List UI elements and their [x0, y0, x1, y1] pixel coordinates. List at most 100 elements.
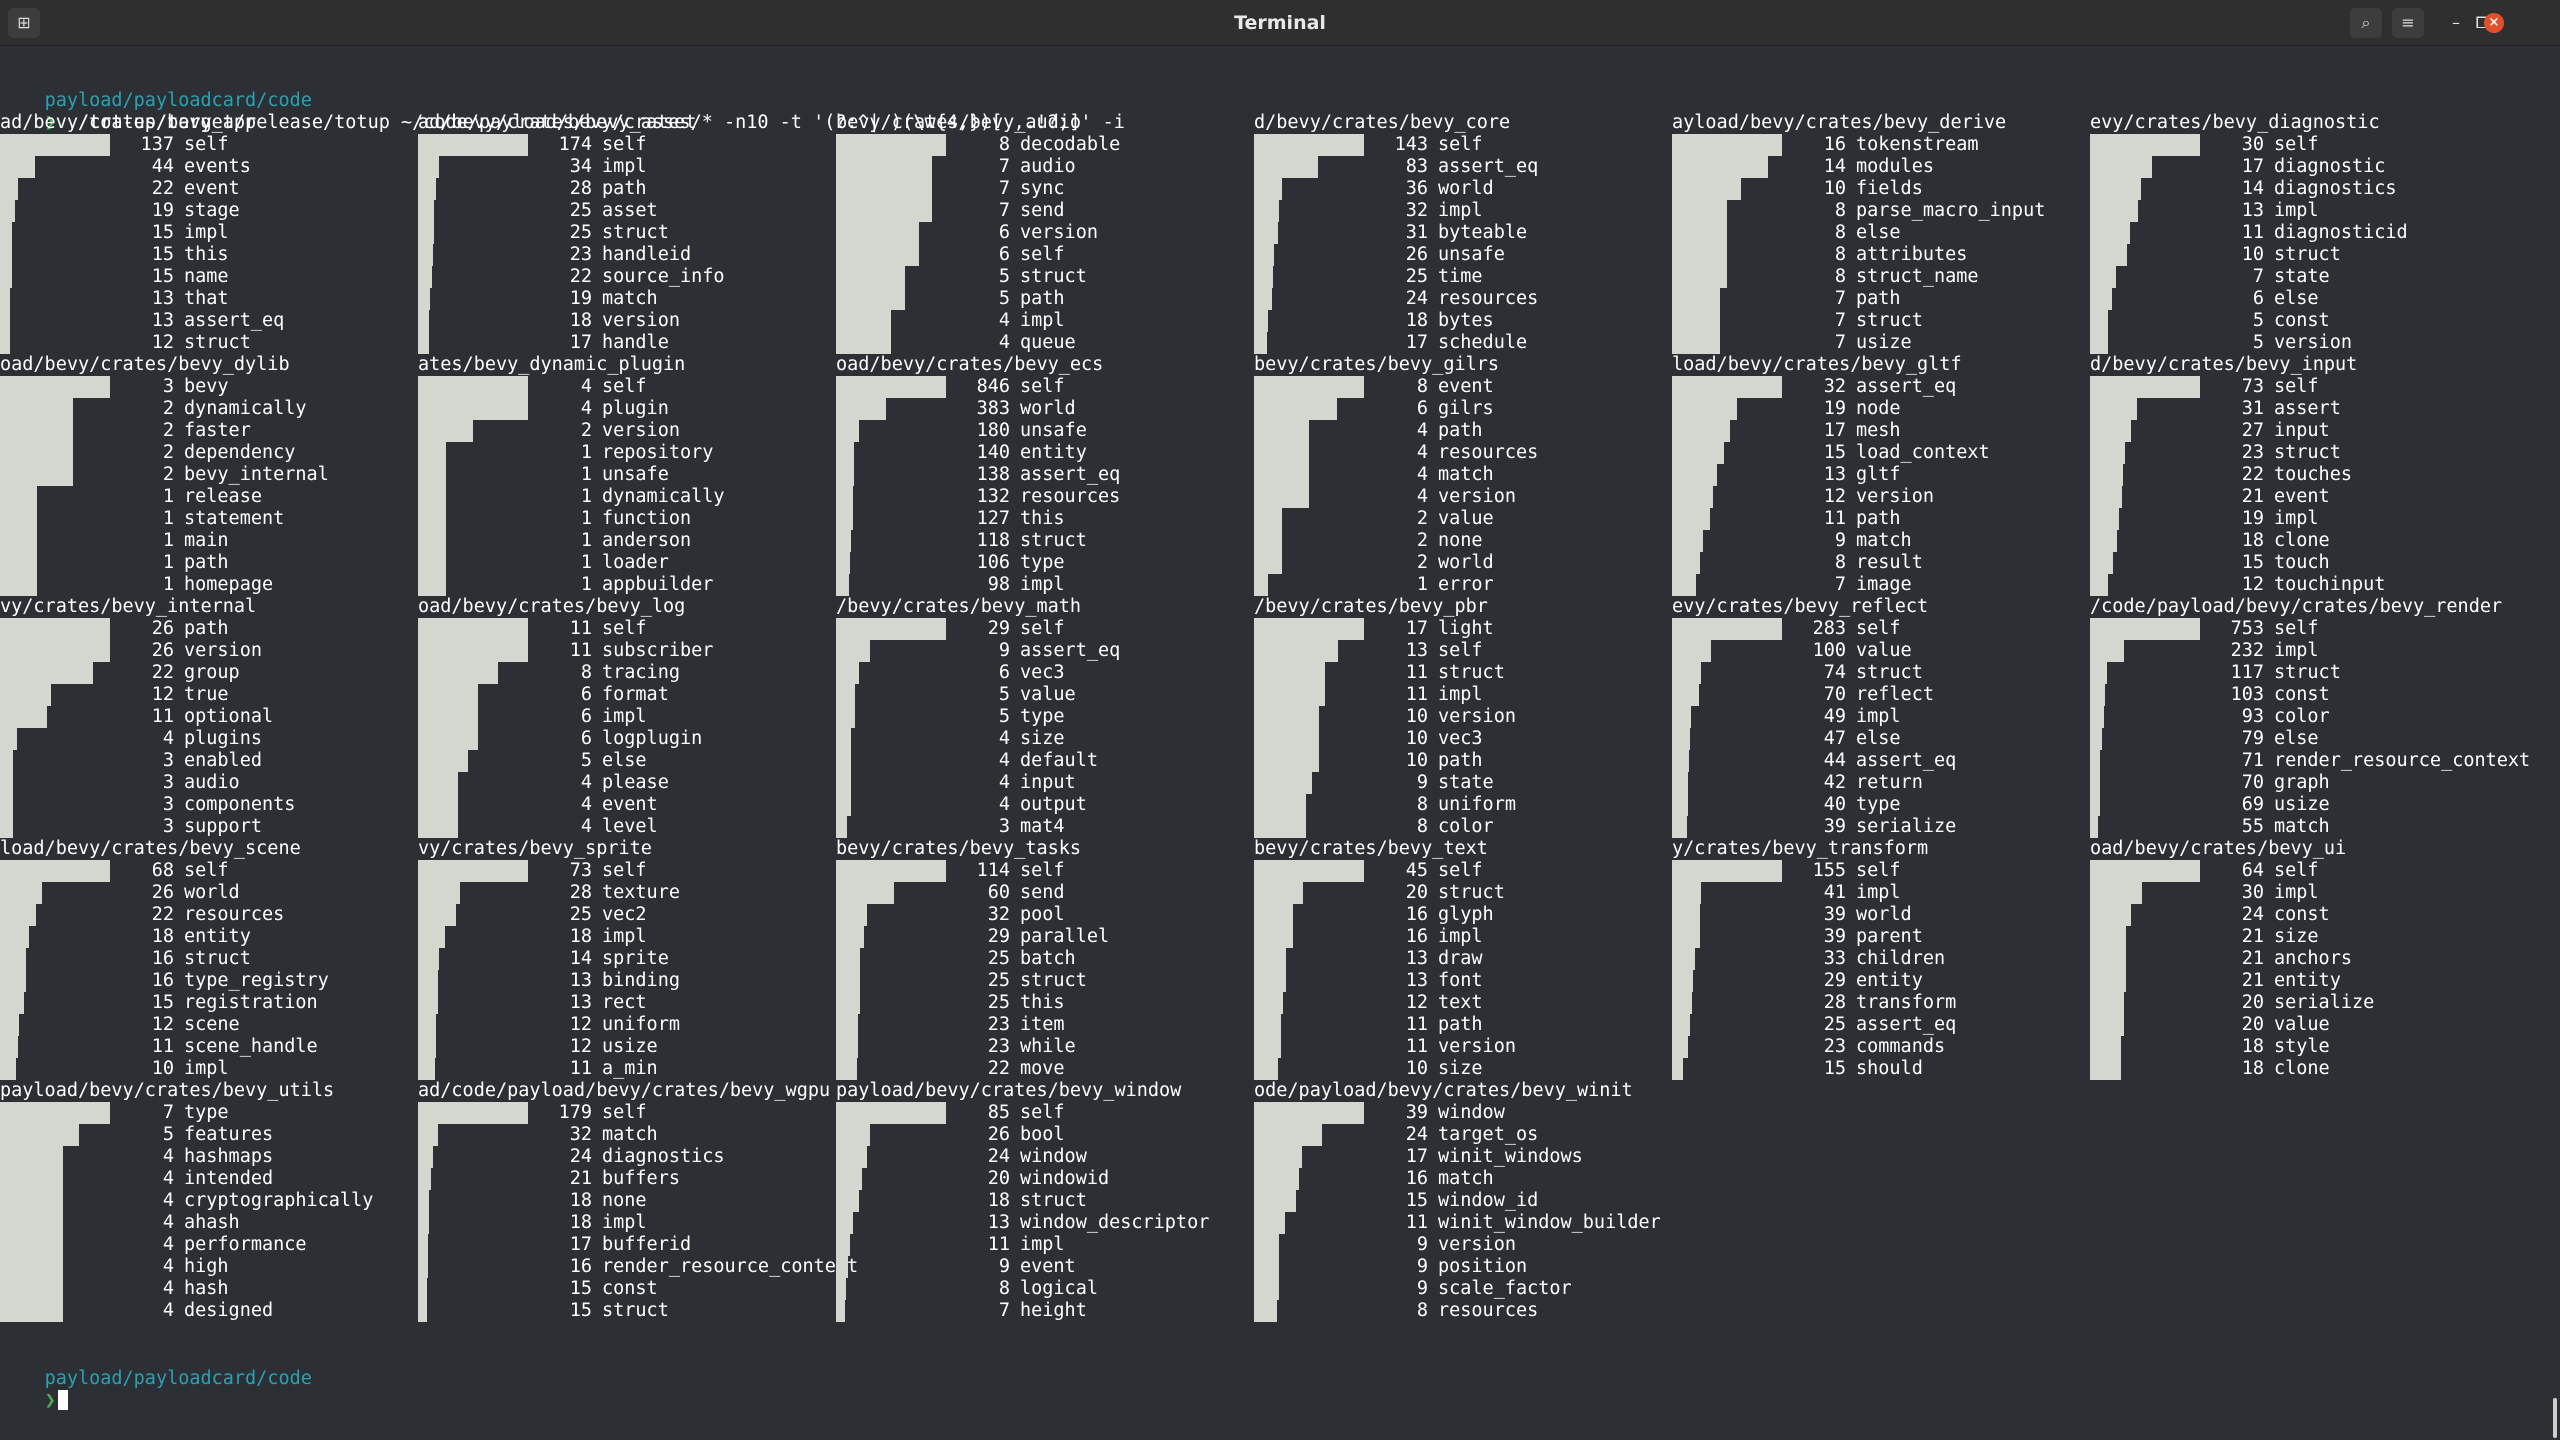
word-count-row: 2 faster [114, 420, 251, 442]
close-icon[interactable]: × [2484, 13, 2504, 33]
histogram-bar [836, 1146, 867, 1168]
word-label: const [602, 1278, 658, 1299]
word-count: 11 [151, 1036, 174, 1057]
word-count: 5 [580, 750, 592, 771]
word-label: usize [1856, 332, 1912, 353]
crate-panel-title: vy/crates/bevy_internal [0, 596, 257, 617]
word-label: size [2274, 926, 2319, 947]
input-line[interactable]: ❯ [0, 1368, 68, 1411]
word-label: impl [1856, 706, 1901, 727]
terminal-viewport[interactable]: payload/payloadcard/code ❯ ./tot-up/targ… [0, 46, 2560, 1440]
histogram-bar [1254, 926, 1293, 948]
word-count: 179 [558, 1102, 592, 1123]
word-count: 34 [569, 156, 592, 177]
word-label: world [1856, 904, 1912, 925]
word-count: 283 [1812, 618, 1846, 639]
word-label: loader [602, 552, 669, 573]
crate-panel-title: /bevy/crates/bevy_pbr [1254, 596, 1488, 617]
word-label: unsafe [1438, 244, 1505, 265]
histogram-bar [0, 860, 110, 882]
histogram-bar [2090, 1014, 2124, 1036]
word-count-row: 5 else [532, 750, 647, 772]
word-count: 21 [2241, 926, 2264, 947]
minimize-icon[interactable]: – [2452, 13, 2460, 32]
word-label: self [1020, 860, 1065, 881]
word-label: level [602, 816, 658, 837]
histogram [418, 860, 530, 1080]
word-count: 12 [569, 1014, 592, 1035]
histogram-bar [418, 1102, 528, 1124]
word-count-row: 12 uniform [532, 1014, 680, 1036]
word-count: 24 [987, 1146, 1010, 1167]
histogram-bar [418, 750, 468, 772]
word-label: impl [2274, 882, 2319, 903]
word-label: color [1438, 816, 1494, 837]
word-label: should [1856, 1058, 1923, 1079]
word-count: 16 [151, 970, 174, 991]
search-icon[interactable]: ⌕ [2350, 8, 2382, 38]
word-count: 15 [569, 1278, 592, 1299]
histogram-bar [0, 398, 73, 420]
crate-panel: bevy/crates/bevy_audio 8 decodable 7 audio 7 s… [836, 112, 1254, 354]
word-label: default [1020, 750, 1098, 771]
word-count: 74 [1823, 662, 1846, 683]
word-label: entity [184, 926, 251, 947]
prompt-arrow-icon: ❯ [44, 112, 56, 133]
word-count: 7 [998, 156, 1010, 177]
word-label: bufferid [602, 1234, 692, 1255]
histogram-bar [1672, 574, 1696, 596]
word-count: 79 [2241, 728, 2264, 749]
histogram-bar [1254, 332, 1267, 354]
word-count-row: 4 ahash [114, 1212, 240, 1234]
word-count-row: 13 binding [532, 970, 680, 992]
histogram-bar [1672, 1036, 1688, 1058]
word-count: 4 [580, 794, 592, 815]
word-label: struct [2274, 244, 2341, 265]
word-label: components [184, 794, 296, 815]
word-count-row: 45 self [1368, 860, 1483, 882]
word-count-row: 7 send [950, 200, 1065, 222]
histogram-bar [836, 134, 946, 156]
word-count-row: 1 appbuilder [532, 574, 714, 596]
word-label: buffers [602, 1168, 680, 1189]
word-count: 28 [569, 882, 592, 903]
histogram [1672, 134, 1784, 354]
word-label: struct [184, 948, 251, 969]
word-count-row: 20 struct [1368, 882, 1505, 904]
word-count: 127 [976, 508, 1010, 529]
word-count: 31 [2241, 398, 2264, 419]
histogram-bar [1254, 1168, 1299, 1190]
word-count-row: 3 enabled [114, 750, 262, 772]
word-count: 4 [162, 1146, 174, 1167]
histogram-bar [0, 794, 13, 816]
word-label: sprite [602, 948, 669, 969]
histogram-bar [0, 948, 26, 970]
word-count: 68 [151, 860, 174, 881]
crate-panel: ad/code/payload/bevy/crates/bevy_wgpu 179… [418, 1080, 858, 1322]
word-count-row: 10 version [1368, 706, 1516, 728]
word-count-row: 15 window_id [1368, 1190, 1539, 1212]
histogram-bar [0, 178, 18, 200]
word-label: impl [184, 222, 229, 243]
histogram-bar [1672, 200, 1727, 222]
word-count-row: 20 serialize [2204, 992, 2375, 1014]
word-count-row: 1 dynamically [532, 486, 725, 508]
word-count: 5 [998, 266, 1010, 287]
word-count-row: 2 bevy_internal [114, 464, 329, 486]
crate-panel-title: load/bevy/crates/bevy_scene [0, 838, 301, 859]
word-count: 11 [2241, 222, 2264, 243]
word-label: match [602, 288, 658, 309]
histogram-bar [418, 684, 478, 706]
word-count-row: 1 main [114, 530, 229, 552]
word-label: dynamically [184, 398, 307, 419]
histogram-bar [2090, 926, 2126, 948]
menu-icon[interactable]: ≡ [2392, 8, 2424, 38]
word-label: byteable [1438, 222, 1528, 243]
histogram-bar [1254, 376, 1364, 398]
word-count-row: 2 none [1368, 530, 1483, 552]
histogram-bar [836, 618, 946, 640]
word-count: 4 [1416, 420, 1428, 441]
scrollbar-thumb[interactable] [2553, 1398, 2557, 1438]
word-label: path [1438, 750, 1483, 771]
new-tab-icon[interactable]: ⊞ [8, 8, 40, 38]
